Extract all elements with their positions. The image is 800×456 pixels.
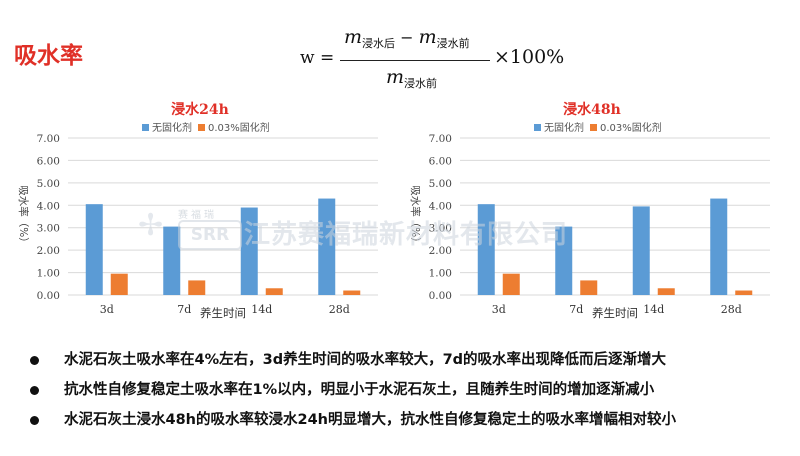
conclusion-text: 抗水性自修复稳定土吸水率在1%以内，明显小于水泥石灰土，且随养生时间的增加逐渐减…	[64, 382, 655, 398]
y-tick-label: 5.00	[37, 178, 60, 190]
bar-curing-agent	[265, 288, 283, 295]
legend-label: 0.03%固化剂	[208, 121, 270, 134]
bullet-dot-icon	[30, 356, 39, 365]
y-tick-label: 1.00	[429, 268, 452, 280]
bullet-dot-icon	[30, 386, 39, 395]
bar-no-curing-agent	[477, 204, 495, 295]
y-tick-label: 4.00	[429, 200, 452, 212]
formula-lhs: w =	[300, 48, 335, 68]
x-tick-label: 28d	[329, 303, 350, 316]
conclusion-text: 水泥石灰土浸水48h的吸水率较浸水24h明显增大，抗水性自修复稳定土的吸水率增幅…	[64, 412, 676, 428]
x-tick-label: 7d	[569, 303, 583, 316]
chart-immersion-24h: 浸水24h 无固化剂 0.03%固化剂 0.00 1.00 2.00 3.00 4.00 5.0…	[17, 101, 378, 320]
x-tick-label: 14d	[251, 303, 272, 316]
bar-no-curing-agent	[318, 198, 336, 295]
bar-no-curing-agent	[163, 226, 181, 295]
x-tick-label: 7d	[177, 303, 191, 316]
x-tick-label: 28d	[721, 303, 742, 316]
legend-swatch	[198, 124, 205, 131]
bar-curing-agent	[580, 280, 598, 295]
y-tick-label: 0.00	[429, 290, 452, 302]
bar-no-curing-agent	[710, 198, 728, 295]
chart-title: 浸水48h	[563, 101, 621, 118]
slide-title: 吸水率	[14, 43, 83, 69]
legend-label: 无固化剂	[152, 121, 192, 134]
x-tick-label: 3d	[100, 303, 114, 316]
y-axis-label: 吸水率（%）	[17, 185, 30, 247]
formula-fraction-line	[340, 60, 490, 61]
conclusion-text: 水泥石灰土吸水率在4%左右，3d养生时间的吸水率较大，7d的吸水率出现降低而后逐…	[64, 352, 667, 368]
y-tick-label: 7.00	[429, 133, 452, 145]
conclusion-item: 水泥石灰土吸水率在4%左右，3d养生时间的吸水率较大，7d的吸水率出现降低而后逐…	[30, 350, 790, 380]
y-tick-label: 5.00	[429, 178, 452, 190]
chart-title: 浸水24h	[171, 101, 229, 118]
legend-label: 无固化剂	[544, 121, 584, 134]
bar-curing-agent	[110, 273, 128, 295]
conclusion-item: 水泥石灰土浸水48h的吸水率较浸水24h明显增大，抗水性自修复稳定土的吸水率增幅…	[30, 410, 790, 440]
legend-swatch	[534, 124, 541, 131]
x-axis-label: 养生时间	[592, 306, 638, 320]
formula-numerator: m浸水后 − m浸水前	[344, 26, 470, 51]
bar-curing-agent	[188, 280, 206, 295]
bar-no-curing-agent	[240, 207, 258, 295]
legend-swatch	[142, 124, 149, 131]
x-tick-label: 14d	[643, 303, 664, 316]
x-tick-label: 3d	[492, 303, 506, 316]
bar-no-curing-agent	[85, 204, 103, 295]
legend-swatch	[590, 124, 597, 131]
y-tick-label: 2.00	[37, 245, 60, 257]
formula-denominator: m浸水前	[386, 66, 438, 91]
company-watermark: ✢ 赛福瑞 SRR 江苏赛福瑞新材料有限公司	[138, 206, 698, 256]
y-tick-label: 6.00	[429, 155, 452, 167]
y-tick-label: 4.00	[37, 200, 60, 212]
watermark-small-text: 赛福瑞	[178, 210, 217, 221]
y-tick-label: 1.00	[37, 268, 60, 280]
y-tick-label: 6.00	[37, 155, 60, 167]
x-axis-label: 养生时间	[200, 306, 246, 320]
y-tick-label: 2.00	[429, 245, 452, 257]
bar-curing-agent	[735, 290, 753, 295]
bar-curing-agent	[343, 290, 361, 295]
water-absorption-formula: w = m浸水后 − m浸水前 m浸水前 ×100%	[300, 24, 590, 94]
watermark-company-name: 江苏赛福瑞新材料有限公司	[244, 220, 569, 250]
bar-no-curing-agent	[632, 206, 650, 295]
y-tick-label: 3.00	[429, 223, 452, 235]
y-tick-label: 3.00	[37, 223, 60, 235]
y-axis-label: 吸水率（%）	[409, 185, 422, 247]
bar-curing-agent	[657, 288, 675, 295]
conclusion-item: 抗水性自修复稳定土吸水率在1%以内，明显小于水泥石灰土，且随养生时间的增加逐渐减…	[30, 380, 790, 410]
bullet-dot-icon	[30, 416, 39, 425]
legend-label: 0.03%固化剂	[600, 121, 662, 134]
chart-immersion-48h: 浸水48h 无固化剂 0.03%固化剂 0.00 1.00 2.00 3.00 4.00 5.0…	[409, 101, 770, 320]
formula-multiplier: ×100%	[494, 46, 565, 68]
conclusion-list: 水泥石灰土吸水率在4%左右，3d养生时间的吸水率较大，7d的吸水率出现降低而后逐…	[30, 350, 790, 440]
watermark-logo-box: SRR	[178, 220, 242, 250]
y-tick-label: 0.00	[37, 290, 60, 302]
bar-no-curing-agent	[555, 226, 573, 295]
bar-curing-agent	[502, 273, 520, 295]
watermark-logo-icon: ✢	[138, 208, 164, 243]
y-tick-label: 7.00	[37, 133, 60, 145]
